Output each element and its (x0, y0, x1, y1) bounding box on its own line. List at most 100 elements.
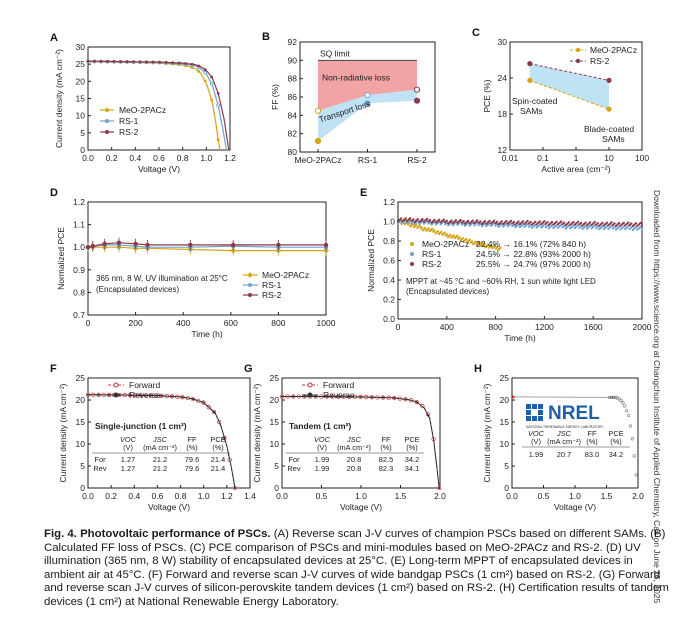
x-axis-label: Time (h) (191, 329, 222, 339)
x-tick-label: 0.5 (316, 491, 328, 501)
data-point (619, 228, 622, 231)
data-point (489, 224, 493, 227)
x-tick-label: 1 (574, 153, 579, 163)
data-point (555, 220, 558, 223)
data-point (607, 227, 610, 230)
y-tick-label: 0.9 (73, 265, 85, 275)
data-point (128, 394, 132, 397)
table-header: VOC (120, 435, 137, 444)
data-point (431, 227, 434, 231)
legend-label: RS-1 (262, 280, 282, 290)
data-point (145, 242, 150, 248)
legend-marker (113, 392, 119, 398)
data-point (556, 223, 560, 226)
data-point (608, 222, 612, 225)
table-cell: 34.2 (609, 450, 623, 459)
data-point (497, 225, 500, 228)
data-point (404, 217, 407, 220)
figure-caption: Fig. 4. Photovoltaic performance of PSCs… (44, 528, 674, 610)
x-tick-label: 0.1 (537, 153, 549, 163)
x-tick-label: 1.5 (601, 491, 613, 501)
data-point (569, 223, 572, 226)
y-tick-label: 86 (288, 92, 298, 102)
data-point (613, 222, 616, 225)
x-tick-label: 2.0 (434, 491, 446, 501)
data-point (323, 242, 329, 248)
data-point (553, 222, 557, 225)
table-header: JSC (556, 429, 572, 438)
data-point (463, 222, 467, 225)
data-point (424, 219, 427, 222)
data-point (399, 217, 403, 220)
table-header-unit: (mA cm⁻²) (337, 443, 371, 452)
y-axis-label: PCE (%) (482, 79, 492, 112)
data-point (436, 230, 440, 233)
panel-c: C 12 18 24 30 0.01 0.1 1 10 100 Active area (cm⁻²)… (472, 27, 649, 174)
table-header: JSC (152, 435, 168, 444)
legend-marker (105, 130, 109, 134)
table-cell: 20.8 (347, 464, 361, 473)
data-point (636, 224, 639, 227)
y-tick-label: 5 (80, 461, 85, 471)
data-point (540, 222, 543, 226)
data-point (514, 223, 517, 226)
blade-coated-annotation-2: SAMs (602, 134, 625, 144)
table-cell: 1.27 (121, 464, 135, 473)
data-point (623, 404, 627, 408)
panel-h: H 0 5 10 15 20 25 0.0 0.5 1.0 1.5 2.0 Voltage (V) Cur… (474, 363, 644, 512)
y-axis-label: FF (%) (270, 84, 280, 110)
data-point (106, 59, 109, 63)
x-tick-label: 1200 (535, 322, 554, 332)
data-point (427, 227, 430, 230)
data-point (567, 221, 570, 224)
table-cell: 21.2 (153, 455, 167, 464)
panel-e: E 0.0 0.2 0.4 0.6 0.8 1.0 1.2 0 400 800 1200 1600 200… (360, 187, 652, 343)
data-point (497, 223, 500, 226)
data-point (458, 236, 461, 239)
table-cell: For (94, 455, 106, 464)
data-point (86, 393, 90, 396)
panel-a: A 0 5 10 15 20 25 30 0.0 0.2 0.4 0.6 0.8 1.0 1.2 Voltag… (50, 32, 236, 174)
lower-point (364, 100, 371, 107)
data-point (210, 98, 214, 102)
data-point (216, 138, 220, 142)
data-point (426, 414, 430, 417)
x-tick-label: 10 (604, 153, 614, 163)
y-tick-label: 5 (504, 461, 509, 471)
data-point (276, 242, 281, 248)
data-point (609, 395, 614, 399)
x-tick-label: 0.6 (152, 491, 164, 501)
data-point (628, 424, 633, 428)
data-point (546, 221, 549, 224)
x-tick-label: 0.5 (538, 491, 550, 501)
data-point (445, 233, 449, 236)
data-point (630, 226, 633, 229)
data-point (216, 103, 221, 108)
x-tick-label: 1.0 (200, 153, 212, 163)
data-point (485, 222, 488, 225)
data-point (558, 225, 561, 228)
legend-label: MeO-2PACz (422, 239, 469, 249)
data-point (216, 91, 220, 95)
y-axis-label: Current density (mA cm⁻²) (482, 383, 492, 482)
table-header: FF (381, 435, 391, 444)
data-point (477, 221, 480, 224)
data-point (203, 70, 207, 75)
data-point (381, 396, 385, 399)
data-point (191, 397, 195, 401)
table-cell: For (288, 455, 300, 464)
lower-point (413, 97, 421, 104)
data-point (576, 220, 580, 224)
y-tick-label: 18 (498, 109, 508, 119)
legend-marker (575, 58, 581, 64)
table-cell: 21.4 (211, 464, 225, 473)
data-point (508, 223, 511, 227)
table-header-unit: (%) (406, 443, 418, 452)
data-point (112, 60, 116, 63)
y-tick-label: 25 (76, 59, 86, 69)
y-tick-label: 1.1 (73, 220, 85, 230)
data-point (197, 64, 201, 68)
data-point (634, 226, 638, 229)
data-point (630, 437, 634, 441)
nrel-logo-mark (538, 416, 543, 421)
